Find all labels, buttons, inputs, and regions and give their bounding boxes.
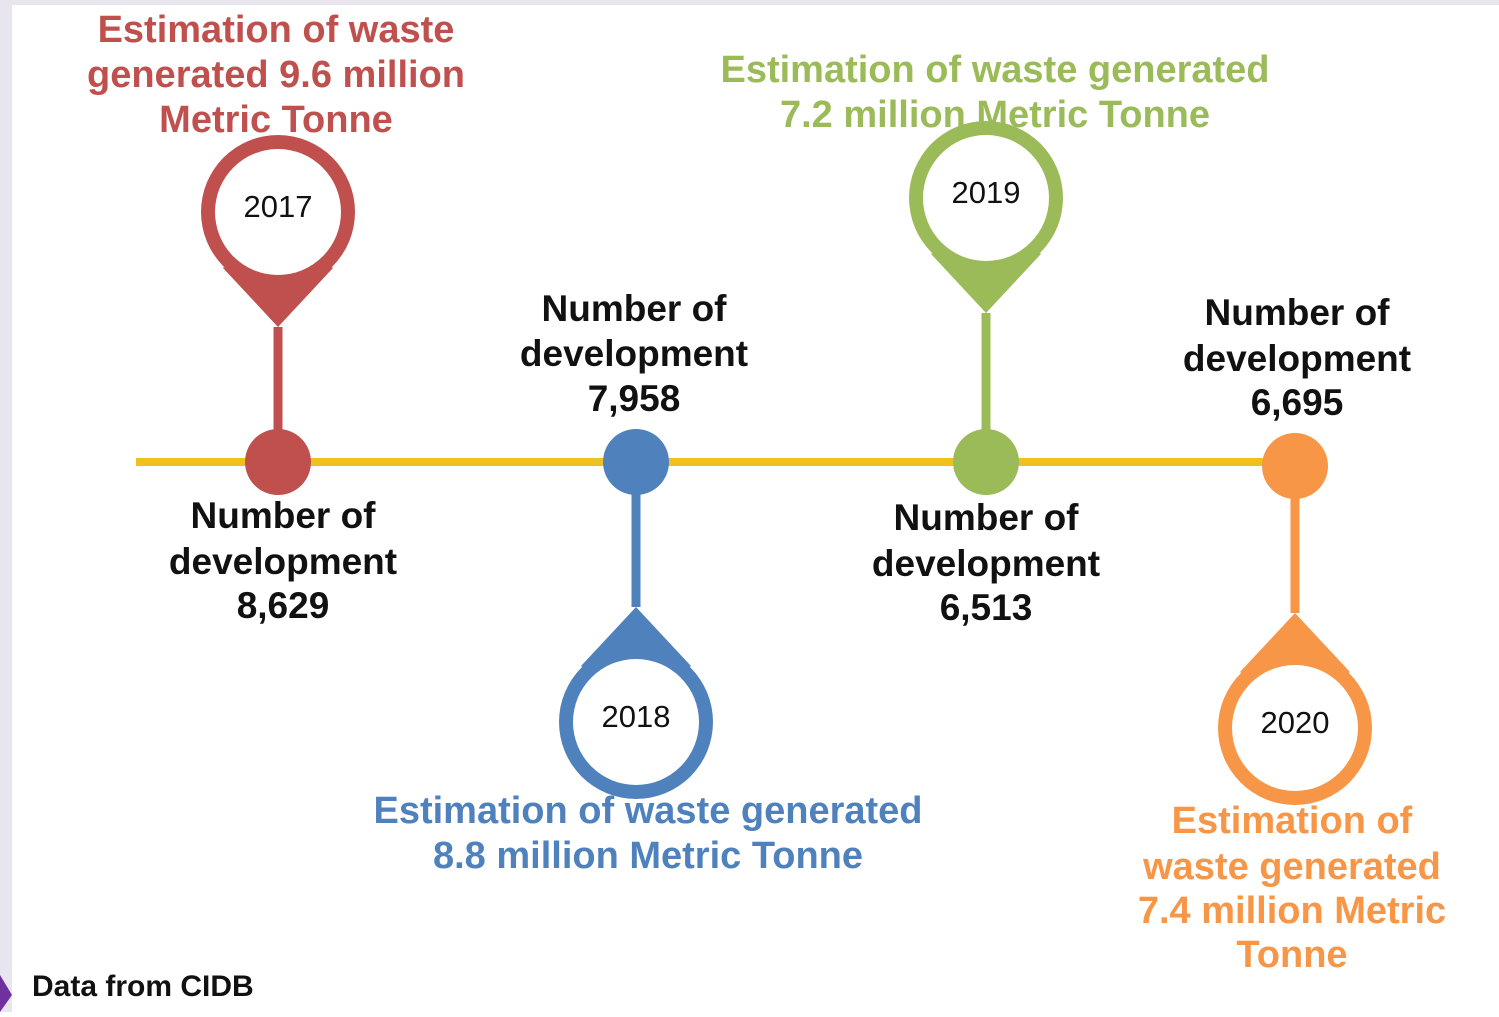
timeline-dot [603,429,669,495]
left-edge [0,0,12,1012]
corner-mark [0,975,12,1012]
waste-label: 8.8 million Metric Tonne [433,835,863,877]
development-label: Number of [1205,292,1391,333]
pin-inner [923,135,1049,261]
year-label: 2019 [952,175,1021,210]
development-label: 8,629 [237,585,330,626]
development-label: development [872,543,1100,584]
development-label: development [520,333,748,374]
pin-inner [215,149,341,275]
waste-label: Tonne [1236,934,1347,976]
source: Data from CIDB [32,970,254,1003]
waste-label: Estimation of waste [98,9,455,51]
waste-label: waste generated [1142,846,1441,888]
timeline-dot [1262,433,1328,499]
top-edge [0,0,1499,5]
waste-label: generated 9.6 million [87,54,465,96]
pin-inner [1232,665,1358,791]
development-label: development [1183,338,1411,379]
year-label: 2017 [244,189,313,224]
development-label: development [169,541,397,582]
development-label: 7,958 [588,378,681,419]
waste-label: 7.2 million Metric Tonne [780,94,1210,136]
waste-label: Estimation of waste generated [373,790,922,832]
development-label: Number of [542,288,728,329]
year-label: 2020 [1261,705,1330,740]
waste-label: 7.4 million Metric [1138,890,1446,932]
year-label: 2018 [602,699,671,734]
timeline-dot [953,429,1019,495]
development-label: Number of [191,495,377,536]
development-label: Number of [894,497,1080,538]
pin-inner [573,659,699,785]
timeline-dot [245,429,311,495]
development-label: 6,513 [940,587,1033,628]
waste-label: Metric Tonne [159,99,393,141]
development-label: 6,695 [1251,382,1344,423]
waste-label: Estimation of waste generated [720,49,1269,91]
waste-label: Estimation of [1172,800,1413,842]
